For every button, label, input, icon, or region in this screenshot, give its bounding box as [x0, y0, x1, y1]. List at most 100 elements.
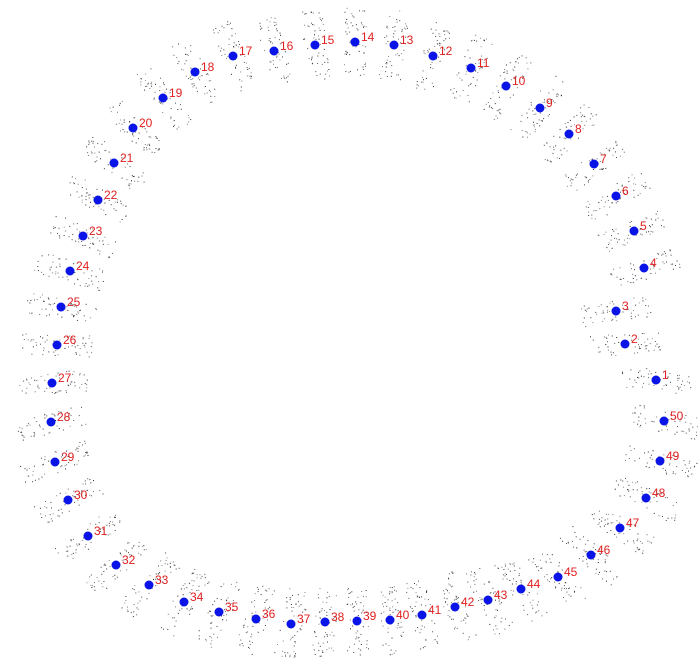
speck	[72, 233, 74, 235]
speck	[471, 39, 473, 41]
speck	[652, 450, 654, 451]
speck	[59, 258, 61, 260]
speck	[163, 628, 164, 630]
speck	[527, 614, 529, 616]
speck	[611, 274, 613, 276]
speck	[690, 467, 692, 469]
speck	[358, 609, 360, 611]
speck	[497, 609, 498, 611]
speck	[384, 36, 386, 38]
speck	[395, 609, 397, 611]
speck	[672, 505, 674, 506]
landmark-point-16	[269, 46, 279, 56]
speck	[623, 486, 624, 488]
speck	[268, 588, 270, 590]
speck	[681, 470, 683, 471]
speck	[68, 370, 70, 372]
speck	[630, 315, 632, 317]
speck	[688, 462, 690, 464]
speck	[84, 383, 86, 385]
speck	[430, 610, 432, 612]
speck	[158, 149, 160, 151]
speck	[323, 30, 325, 31]
speck	[315, 635, 317, 637]
speck	[76, 191, 78, 193]
speck	[75, 449, 77, 451]
speck	[439, 35, 441, 37]
speck	[537, 566, 539, 567]
speck	[668, 419, 670, 421]
speck	[91, 587, 93, 588]
speck	[81, 241, 83, 242]
speck	[67, 555, 69, 557]
speck	[119, 221, 121, 223]
speck	[616, 320, 618, 322]
speck	[113, 208, 115, 210]
speck	[170, 571, 172, 573]
speck	[131, 175, 133, 177]
speck	[407, 27, 408, 29]
speck	[346, 33, 348, 35]
speck	[322, 642, 324, 644]
speck	[648, 383, 650, 385]
speck	[551, 99, 553, 100]
speck	[351, 591, 353, 593]
speck	[191, 83, 193, 85]
speck	[599, 548, 601, 550]
speck	[385, 71, 387, 73]
speck	[616, 276, 618, 278]
speck	[105, 564, 107, 566]
speck	[57, 414, 59, 416]
speck	[48, 460, 50, 462]
speck	[30, 300, 32, 301]
speck	[623, 495, 625, 497]
speck	[98, 580, 100, 582]
speck	[400, 42, 402, 44]
speck	[318, 597, 320, 599]
speck	[602, 310, 604, 312]
speck	[615, 142, 617, 144]
speck	[594, 553, 596, 555]
speck	[691, 473, 693, 475]
speck	[66, 464, 68, 466]
speck	[52, 226, 54, 228]
speck	[610, 584, 612, 586]
speck	[650, 312, 652, 313]
speck	[544, 159, 546, 160]
speck	[235, 67, 236, 69]
speck	[121, 607, 123, 609]
speck	[249, 644, 251, 645]
speck	[228, 602, 229, 604]
speck	[32, 470, 34, 472]
speck	[238, 590, 239, 591]
speck	[41, 476, 43, 478]
speck	[389, 609, 391, 611]
speck	[357, 637, 359, 639]
speck	[302, 11, 304, 13]
speck	[634, 352, 635, 354]
speck	[196, 590, 198, 592]
speck	[592, 115, 594, 117]
speck	[636, 489, 638, 491]
speck	[58, 390, 60, 392]
landmark-point-49	[655, 456, 665, 466]
speck	[411, 608, 413, 609]
speck	[260, 28, 261, 30]
speck	[132, 133, 134, 135]
speck	[615, 480, 617, 482]
speck	[431, 620, 433, 622]
speck	[29, 424, 31, 426]
speck	[499, 75, 501, 77]
speck	[449, 584, 451, 586]
speck	[119, 521, 121, 523]
speck	[77, 448, 79, 450]
speck	[681, 389, 683, 391]
speck	[328, 647, 330, 649]
speck	[319, 617, 321, 619]
speck	[484, 609, 486, 611]
speck	[129, 554, 131, 556]
speck	[363, 27, 364, 28]
speck	[87, 528, 89, 530]
speck	[640, 487, 642, 489]
speck	[67, 384, 69, 386]
